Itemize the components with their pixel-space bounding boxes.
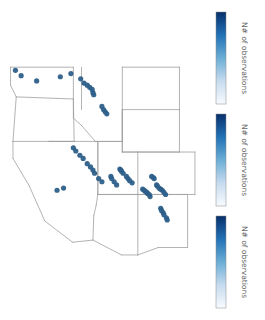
state-border [10, 67, 11, 85]
state-border [82, 126, 96, 142]
state-border [98, 194, 138, 195]
state-border [96, 194, 98, 205]
state-border [187, 194, 188, 247]
state-border [13, 141, 74, 142]
state-border [73, 67, 74, 99]
station-point [147, 194, 152, 199]
state-border [97, 141, 98, 194]
station-point [34, 78, 39, 83]
state-border [98, 194, 138, 195]
station-point [130, 180, 135, 185]
colorbar [216, 12, 226, 104]
station-point [13, 68, 18, 73]
state-border [92, 216, 94, 240]
colorbar [216, 216, 226, 308]
state-border [137, 194, 138, 254]
station-point [73, 148, 78, 153]
station-point [99, 179, 104, 184]
colorbar-label: N# of observations [240, 22, 249, 94]
state-border [179, 110, 180, 152]
state-border [45, 221, 73, 242]
colorbar [216, 114, 226, 206]
state-border [13, 97, 16, 142]
station-point [58, 74, 63, 79]
station-point [152, 176, 157, 181]
map-area [11, 67, 195, 255]
state-border [122, 110, 123, 152]
colorbar-label: N# of observations [240, 124, 249, 196]
state-border [81, 67, 82, 109]
station-point [92, 171, 97, 176]
colorbar-label: N# of observations [240, 226, 249, 298]
state-border [137, 152, 138, 194]
station-point [78, 76, 83, 81]
state-border [158, 247, 187, 248]
station-point [61, 186, 66, 191]
state-border [94, 205, 96, 216]
state-border [73, 99, 74, 118]
state-border [11, 67, 74, 68]
stations [13, 68, 170, 223]
station-point [91, 92, 96, 97]
state-border [122, 67, 179, 68]
station-point [54, 188, 59, 193]
state-border [122, 254, 138, 255]
state-border [122, 152, 138, 153]
station-point [165, 217, 170, 222]
state-border [73, 240, 93, 242]
state-border [122, 141, 123, 152]
station-point [81, 156, 86, 161]
state-border [194, 152, 195, 194]
state-border [11, 85, 17, 97]
state-border [12, 141, 13, 158]
state-border [97, 141, 98, 194]
state-border [13, 158, 29, 186]
state-border [16, 97, 73, 99]
station-point [68, 71, 73, 76]
state-border [98, 141, 122, 142]
station-point [163, 192, 168, 197]
state-border [73, 99, 75, 141]
chart: N# of observations N# of observations N# o… [0, 0, 265, 320]
state-border [138, 152, 195, 153]
station-point [19, 73, 24, 78]
state-border [29, 186, 45, 221]
state-border [138, 248, 158, 255]
state-border [98, 141, 122, 142]
station-point [114, 182, 119, 187]
station-point [104, 111, 109, 116]
state-borders [11, 67, 195, 255]
state-border [49, 141, 98, 142]
state-border [73, 118, 81, 125]
state-border [179, 67, 180, 109]
state-border [93, 240, 122, 255]
state-border [122, 109, 179, 110]
state-border [49, 141, 74, 142]
